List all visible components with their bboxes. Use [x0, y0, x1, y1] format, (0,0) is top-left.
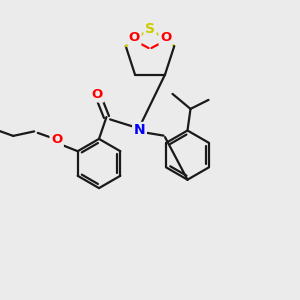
- Text: O: O: [129, 31, 140, 44]
- Text: O: O: [160, 31, 171, 44]
- Text: O: O: [92, 88, 103, 101]
- Text: O: O: [51, 133, 62, 146]
- Text: N: N: [134, 124, 145, 137]
- Text: S: S: [145, 22, 155, 35]
